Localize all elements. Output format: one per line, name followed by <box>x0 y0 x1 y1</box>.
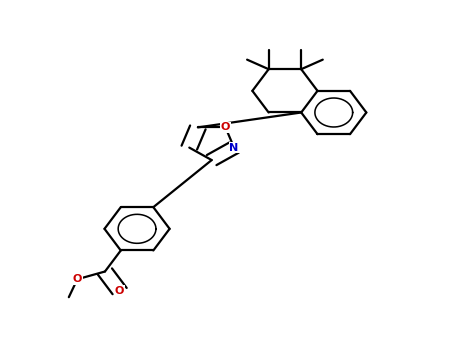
Text: O: O <box>115 286 124 296</box>
Text: O: O <box>73 274 82 284</box>
Text: N: N <box>229 142 239 153</box>
Text: O: O <box>221 122 230 132</box>
